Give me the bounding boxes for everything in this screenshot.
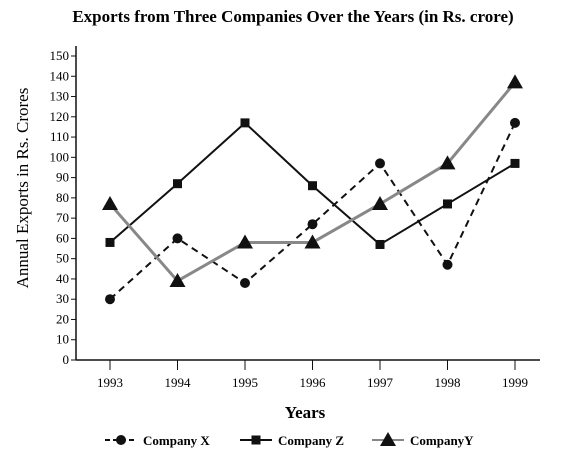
data-point: [304, 234, 321, 249]
data-point: [442, 259, 453, 270]
legend-marker: [116, 435, 126, 445]
y-tick-label: 30: [56, 291, 69, 306]
y-tick-label: 10: [56, 332, 69, 347]
legend-marker: [251, 435, 261, 445]
data-point: [105, 294, 115, 305]
y-tick-label: 80: [56, 190, 69, 205]
x-tick-label: 1994: [165, 375, 192, 390]
y-tick-label: 70: [56, 210, 69, 225]
data-point: [507, 74, 523, 89]
data-point: [510, 158, 520, 168]
x-tick-label: 1997: [367, 375, 394, 390]
data-point: [307, 219, 318, 230]
data-point: [439, 155, 456, 170]
y-tick-label: 90: [56, 170, 69, 185]
y-tick-label: 60: [56, 230, 69, 245]
series-markers: [102, 74, 523, 305]
y-tick-label: 100: [50, 149, 70, 164]
y-tick-label: 120: [50, 109, 70, 124]
legend: Company X Company Z CompanyY: [105, 432, 474, 448]
x-tick-label: 1996: [300, 375, 327, 390]
y-tick-label: 0: [63, 352, 70, 367]
x-tick-label: 1999: [502, 375, 528, 390]
y-tick-label: 140: [50, 68, 70, 83]
data-point: [240, 277, 250, 288]
y-axis-label: Annual Exports in Rs. Crores: [13, 88, 32, 289]
y-tick-label: 20: [56, 311, 69, 326]
legend-label: Company Z: [278, 433, 344, 448]
data-point: [237, 234, 253, 249]
data-point: [443, 199, 452, 209]
data-point: [308, 181, 317, 191]
series-lines: [108, 81, 517, 300]
data-point: [375, 158, 385, 169]
y-tick-label: 130: [50, 89, 70, 104]
y-tick-label: 50: [56, 251, 69, 266]
data-point: [173, 179, 182, 189]
data-point: [102, 195, 118, 210]
x-tick-label: 1995: [232, 375, 258, 390]
chart-title: Exports from Three Companies Over the Ye…: [72, 7, 513, 26]
y-tick-label: 150: [50, 48, 70, 63]
x-axis-label: Years: [285, 403, 326, 422]
data-point: [105, 237, 115, 247]
x-axis-ticks: 1993 1994 1995 1996 1997 1998 1999: [97, 360, 528, 390]
data-point: [375, 239, 385, 249]
data-point: [240, 118, 250, 128]
legend-label: Company X: [143, 433, 210, 448]
legend-label: CompanyY: [410, 433, 474, 448]
data-point: [372, 195, 388, 210]
legend-marker: [380, 432, 396, 446]
data-point: [172, 233, 183, 244]
data-point: [169, 272, 186, 287]
x-tick-label: 1998: [435, 375, 461, 390]
y-tick-label: 110: [50, 129, 69, 144]
data-point: [510, 117, 520, 128]
x-tick-label: 1993: [97, 375, 123, 390]
y-tick-label: 40: [56, 271, 69, 286]
y-axis-ticks: 0 10 20 30 40 50 60 70 80 90 100 110 120 130 140 150: [50, 48, 76, 367]
